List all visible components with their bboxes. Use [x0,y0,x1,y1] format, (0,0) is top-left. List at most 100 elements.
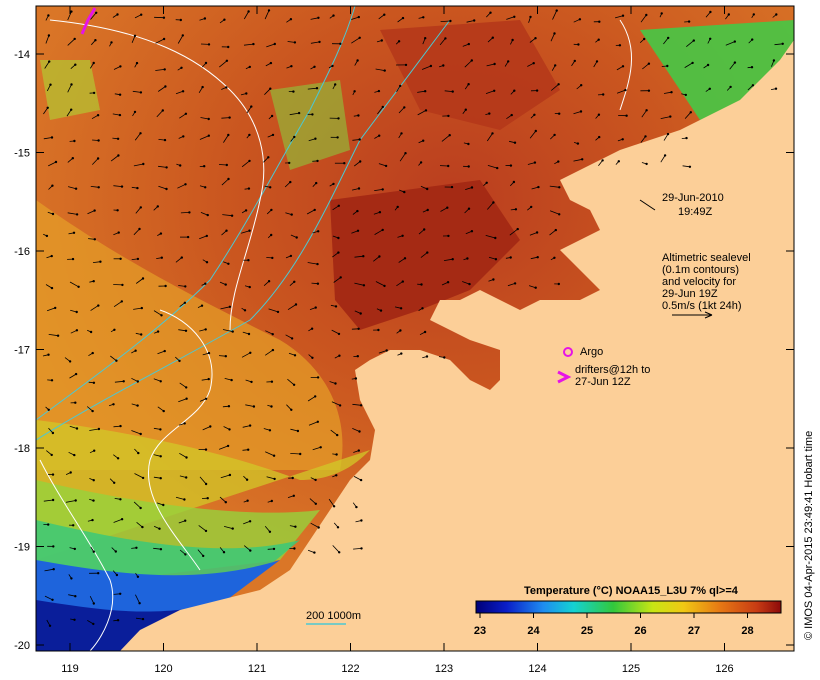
velocity-arrow-head [203,165,206,168]
velocity-arrow-head [228,305,232,308]
velocity-arrow-head [337,117,340,120]
time-label: 19:49Z [678,206,713,218]
velocity-arrow-head [381,105,384,109]
velocity-arrow-head [248,229,251,232]
velocity-arrow [306,209,315,215]
velocity-arrow [135,278,144,284]
velocity-arrow-head [159,232,163,235]
velocity-arrow-head [293,280,296,283]
velocity-arrow-head [692,39,695,42]
velocity-arrow [113,185,123,187]
velocity-arrow-head [116,13,119,16]
velocity-arrow-head [597,113,601,116]
velocity-arrow [312,446,321,451]
velocity-arrow-head [74,499,77,502]
velocity-arrow-head [537,185,540,189]
lat-tick-label: -14 [14,49,30,61]
velocity-arrow [134,473,144,479]
velocity-arrow [328,498,335,507]
velocity-arrow [219,496,227,503]
velocity-arrow-head [204,186,207,189]
velocity-arrow-head [77,285,80,288]
velocity-arrow-head [535,89,539,92]
velocity-arrow-head [47,353,50,356]
velocity-arrow-head [288,161,291,165]
velocity-arrow-head [617,160,620,163]
velocity-arrow [114,380,124,383]
velocity-arrow [378,163,387,167]
sealevel-contour-3 [39,459,114,651]
velocity-arrow-head [579,110,583,113]
velocity-arrow [265,330,273,335]
velocity-arrow-head [249,351,252,354]
velocity-arrow-head [184,329,188,332]
velocity-arrow [374,229,383,235]
velocity-arrow [44,595,53,601]
velocity-arrow-head [492,201,495,204]
velocity-arrow-head [733,40,736,43]
velocity-arrow [43,137,53,140]
velocity-arrow-head [311,113,314,116]
velocity-arrow [443,258,453,261]
velocity-arrow-head [426,208,429,212]
velocity-arrow-head [136,404,139,407]
velocity-arrow [199,135,209,140]
velocity-arrow [444,90,453,92]
velocity-arrow [378,350,387,354]
velocity-arrow [725,41,735,46]
velocity-arrow-head [119,498,122,501]
velocity-arrow [133,163,144,167]
velocity-arrow-head [429,64,433,68]
velocity-arrow [67,186,77,190]
warm-core-region [330,180,520,330]
velocity-arrow-head [317,526,320,529]
velocity-arrow [307,262,318,265]
velocity-arrow-head [403,106,406,109]
velocity-arrow [90,186,99,188]
velocity-arrow-head [313,208,316,212]
velocity-arrow-head [227,405,231,408]
velocity-arrow-head [621,138,624,141]
velocity-arrow-head [180,66,183,70]
drifter-track [80,7,97,35]
velocity-arrow-head [163,68,166,71]
velocity-arrow-head [554,64,557,67]
velocity-arrow-head [580,84,583,87]
velocity-arrow-head [119,257,122,260]
velocity-arrow [573,158,583,162]
velocity-arrow-head [140,306,143,310]
velocity-arrow-head [510,113,513,117]
velocity-arrow [462,281,470,285]
velocity-arrow-head [359,404,363,407]
velocity-arrow-head [72,231,76,234]
velocity-arrow-head [184,519,187,522]
velocity-arrow [179,382,187,388]
velocity-arrow-head [72,524,75,527]
velocity-arrow-head [332,505,336,508]
velocity-arrow-head [688,165,692,168]
velocity-arrow-head [74,372,78,376]
velocity-arrow-head [159,548,163,551]
velocity-arrow-head [381,188,384,191]
velocity-arrow-head [553,256,556,259]
velocity-arrow [179,113,187,119]
velocity-arrow-head [113,328,116,331]
velocity-arrow-head [356,59,359,62]
velocity-arrow-head [162,37,166,41]
velocity-arrow [131,35,136,43]
velocity-arrow-head [141,525,144,529]
date-pointer [639,199,656,211]
velocity-arrow-head [446,281,450,284]
velocity-arrow-head [183,498,186,501]
velocity-arrow-head [139,206,142,209]
velocity-arrow-head [420,283,423,286]
velocity-arrow [110,355,117,362]
velocity-arrow-head [182,135,185,138]
velocity-arrow-head [204,529,208,533]
velocity-arrow-head [423,330,427,334]
velocity-arrow-head [557,160,560,163]
velocity-arrow-head [206,497,209,500]
velocity-arrow-head [160,314,163,317]
velocity-arrow-head [115,573,119,577]
velocity-arrow-head [252,405,256,408]
